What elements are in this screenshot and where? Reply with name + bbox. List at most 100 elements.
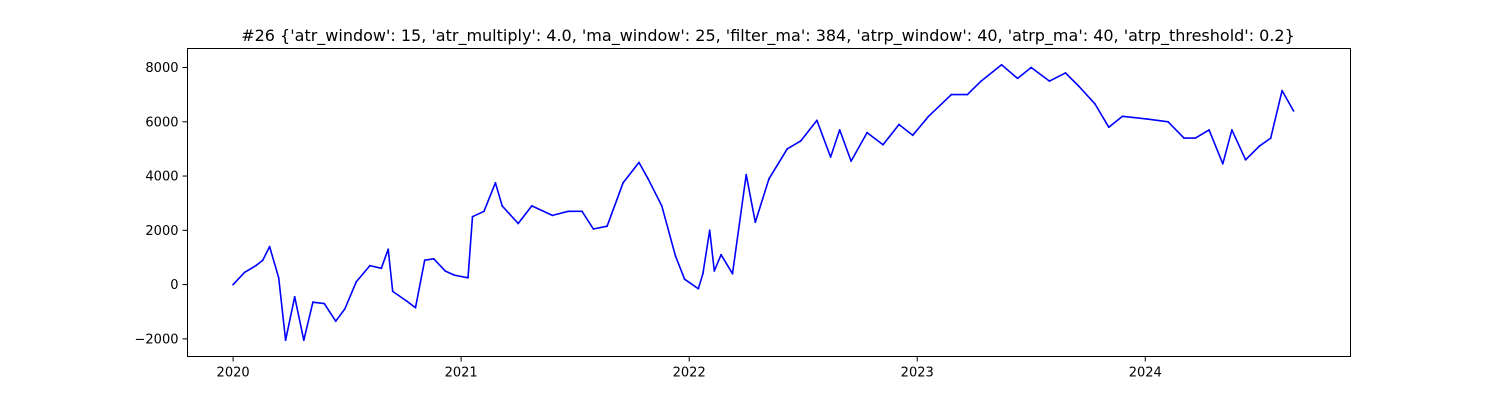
series-point: [1269, 137, 1272, 140]
series-point: [268, 245, 271, 248]
series-point: [683, 278, 686, 281]
series-point: [1183, 137, 1185, 140]
series-point: [1231, 129, 1233, 131]
series-point: [581, 210, 583, 213]
series-point: [1064, 72, 1067, 74]
series-point: [284, 339, 287, 342]
series-point: [355, 281, 358, 283]
series-point: [745, 173, 748, 176]
series-point: [768, 177, 770, 180]
series-point: [334, 320, 337, 323]
series-point: [567, 210, 570, 213]
series-point: [432, 257, 435, 260]
series-point: [592, 228, 595, 230]
series-point: [391, 290, 394, 293]
series-point: [829, 156, 832, 158]
series-point: [380, 267, 383, 270]
y-tick-label: 4000: [145, 170, 178, 185]
series-point: [720, 253, 722, 256]
series-point: [731, 272, 734, 275]
x-tick-label: 2021: [445, 366, 478, 381]
series-point: [405, 300, 408, 302]
series-point: [1146, 118, 1149, 120]
series-point: [387, 248, 390, 251]
y-tick-label: −2000: [135, 332, 179, 347]
series-point: [966, 93, 969, 96]
series-point: [622, 181, 624, 184]
y-tick-label: 8000: [145, 61, 178, 76]
series-line: [232, 64, 1295, 342]
series-point: [1258, 145, 1261, 148]
series-point: [950, 93, 953, 96]
series-point: [647, 177, 649, 180]
series-point: [261, 259, 264, 262]
y-tick-label: 0: [170, 278, 178, 293]
series-point: [708, 229, 711, 232]
series-point: [343, 308, 346, 310]
series-point: [423, 259, 426, 262]
series-point: [850, 160, 852, 163]
series-point: [1167, 120, 1169, 123]
series-point: [674, 255, 677, 257]
series-point: [1292, 110, 1295, 112]
series-point: [898, 123, 900, 126]
plot-frame: [187, 48, 1351, 357]
series-point: [1121, 115, 1124, 118]
series-point: [243, 271, 246, 274]
x-tick-label: 2022: [673, 366, 706, 381]
x-tick-label: 2023: [901, 366, 934, 381]
series-point: [517, 222, 520, 225]
series-point: [1107, 126, 1110, 129]
series-point: [302, 339, 305, 342]
series-point: [1244, 158, 1247, 161]
series-point: [911, 134, 914, 137]
series-point: [1281, 89, 1283, 92]
series-point: [816, 119, 818, 122]
series-point: [1078, 85, 1080, 88]
series-point: [530, 205, 533, 207]
series-point: [800, 139, 802, 142]
series-point: [232, 283, 235, 286]
series-point: [927, 115, 930, 118]
series-point: [444, 270, 447, 272]
series-point: [255, 264, 257, 267]
series-point: [551, 214, 554, 217]
series-point: [453, 274, 456, 276]
series-point: [1030, 66, 1033, 69]
series-point: [1094, 103, 1096, 105]
series-point: [1194, 137, 1197, 140]
series-layer: [232, 63, 1295, 342]
series-point: [660, 205, 663, 207]
series-point: [1208, 129, 1210, 131]
series-point: [501, 205, 504, 207]
series-point: [713, 270, 716, 272]
y-tick-label: 6000: [145, 115, 178, 130]
series-point: [312, 301, 314, 304]
series-point: [494, 181, 497, 184]
x-tick-label: 2024: [1129, 366, 1162, 381]
series-point: [697, 287, 700, 290]
series-point: [277, 276, 280, 279]
series-point: [293, 295, 296, 298]
series-point: [1221, 162, 1224, 165]
series-point: [786, 148, 789, 150]
series-point: [838, 129, 841, 131]
series-point: [369, 264, 371, 267]
series-point: [483, 210, 485, 213]
chart-title: #26 {'atr_window': 15, 'atr_multiply': 4…: [241, 26, 1295, 46]
series-point: [882, 143, 884, 146]
series-point: [471, 215, 474, 218]
ticks-layer: 2020 2021 2022 2023 2024 −2000 0 2000 4000 6000 80…: [135, 61, 1162, 381]
series-point: [1000, 63, 1003, 66]
series-point: [414, 306, 417, 309]
y-tick-label: 2000: [145, 224, 178, 239]
series-point: [702, 272, 704, 275]
series-point: [866, 131, 868, 134]
x-tick-label: 2020: [217, 366, 250, 381]
series-point: [1016, 77, 1019, 80]
series-point: [638, 161, 640, 164]
series-point: [754, 221, 757, 224]
series-point: [323, 302, 326, 305]
series-point: [980, 80, 982, 82]
